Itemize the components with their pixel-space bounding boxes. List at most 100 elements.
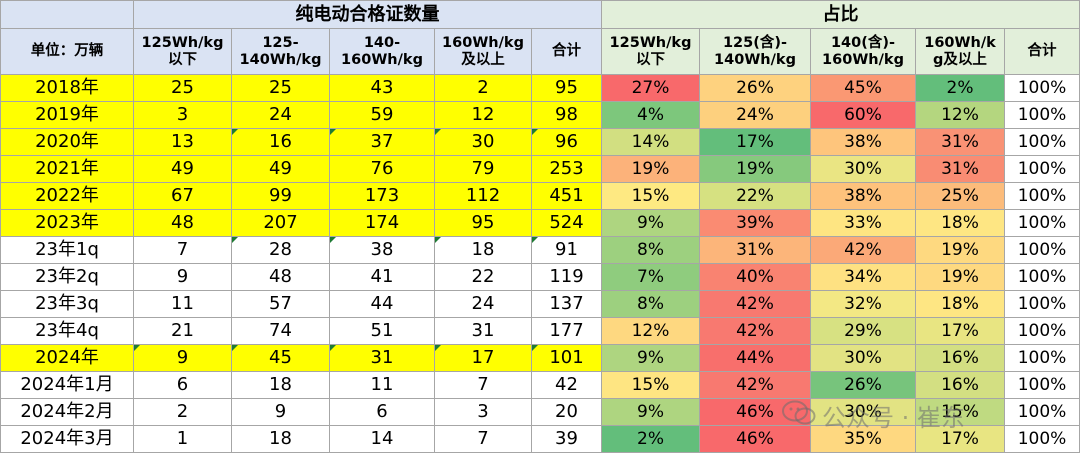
share-total-cell: 100%	[1004, 155, 1080, 183]
count-cell: 41	[329, 263, 435, 291]
share-cell: 12%	[601, 317, 700, 345]
row-label: 2020年	[0, 128, 134, 156]
count-cell: 59	[329, 101, 435, 129]
share-cell: 31%	[699, 236, 811, 264]
share-cell: 8%	[601, 236, 700, 264]
share-cell: 39%	[699, 209, 811, 237]
count-cell: 9	[133, 344, 232, 372]
count-cell: 12	[434, 101, 532, 129]
share-total-cell: 100%	[1004, 263, 1080, 291]
count-cell: 20	[531, 398, 602, 426]
table-row: 2019年 3 24 59 12 98 4% 24% 60% 12% 100%	[0, 101, 1080, 129]
table-row: 2020年 13 16 37 30 96 14% 17% 38% 31% 100%	[0, 128, 1080, 156]
count-cell: 6	[133, 371, 232, 399]
table-row: 2024年2月 2 9 6 3 20 9% 46% 30% 15% 100%	[0, 398, 1080, 426]
count-col-header: 140- 160Wh/kg	[329, 28, 435, 75]
share-cell: 27%	[601, 74, 700, 102]
count-cell: 1	[133, 425, 232, 453]
share-cell: 26%	[810, 371, 916, 399]
count-cell: 99	[231, 182, 330, 210]
row-label: 2024年3月	[0, 425, 134, 453]
count-col-header: 125Wh/kg 以下	[133, 28, 232, 75]
share-total-cell: 100%	[1004, 425, 1080, 453]
share-cell: 30%	[810, 155, 916, 183]
count-cell: 9	[231, 398, 330, 426]
table-row: 2021年 49 49 76 79 253 19% 19% 30% 31% 100%	[0, 155, 1080, 183]
share-cell: 19%	[601, 155, 700, 183]
count-cell: 3	[434, 398, 532, 426]
share-cell: 19%	[699, 155, 811, 183]
count-cell: 44	[329, 290, 435, 318]
count-cell: 18	[231, 371, 330, 399]
count-cell: 524	[531, 209, 602, 237]
share-cell: 2%	[601, 425, 700, 453]
share-cell: 31%	[915, 155, 1005, 183]
count-cell: 57	[231, 290, 330, 318]
share-cell: 9%	[601, 344, 700, 372]
share-cell: 8%	[601, 290, 700, 318]
count-cell: 14	[329, 425, 435, 453]
share-cell: 16%	[915, 371, 1005, 399]
header-row-1: 纯电动合格证数量 占比	[0, 0, 1080, 29]
share-cell: 18%	[915, 209, 1005, 237]
share-col-header: 125(含)- 140Wh/kg	[699, 28, 811, 75]
share-cell: 25%	[915, 182, 1005, 210]
count-cell: 49	[231, 155, 330, 183]
count-cell: 11	[133, 290, 232, 318]
count-cell: 7	[133, 236, 232, 264]
share-total-cell: 100%	[1004, 101, 1080, 129]
share-cell: 15%	[915, 398, 1005, 426]
table-row: 23年3q 11 57 44 24 137 8% 42% 32% 18% 100%	[0, 290, 1080, 318]
share-cell: 30%	[810, 344, 916, 372]
count-col-header: 160Wh/kg 及以上	[434, 28, 532, 75]
count-cell: 37	[329, 128, 435, 156]
share-total-cell: 100%	[1004, 317, 1080, 345]
count-cell: 42	[531, 371, 602, 399]
group-header-share: 占比	[601, 0, 1080, 29]
header-row-2: 单位：万辆 125Wh/kg 以下 125- 140Wh/kg 140- 160Wh/kg…	[0, 28, 1080, 75]
share-total-cell: 100%	[1004, 290, 1080, 318]
count-cell: 177	[531, 317, 602, 345]
count-col-header: 125- 140Wh/kg	[231, 28, 330, 75]
count-cell: 174	[329, 209, 435, 237]
share-cell: 9%	[601, 398, 700, 426]
count-cell: 25	[231, 74, 330, 102]
share-cell: 17%	[699, 128, 811, 156]
share-cell: 17%	[915, 317, 1005, 345]
table-row: 23年1q 7 28 38 18 91 8% 31% 42% 19% 100%	[0, 236, 1080, 264]
count-cell: 9	[133, 263, 232, 291]
share-total-cell: 100%	[1004, 371, 1080, 399]
count-cell: 38	[329, 236, 435, 264]
share-cell: 15%	[601, 182, 700, 210]
count-cell: 95	[531, 74, 602, 102]
share-cell: 26%	[699, 74, 811, 102]
count-cell: 48	[133, 209, 232, 237]
count-col-header: 合计	[531, 28, 602, 75]
count-cell: 98	[531, 101, 602, 129]
count-cell: 137	[531, 290, 602, 318]
count-cell: 6	[329, 398, 435, 426]
share-cell: 16%	[915, 344, 1005, 372]
table-row: 2024年3月 1 18 14 7 39 2% 46% 35% 17% 100%	[0, 425, 1080, 453]
share-cell: 38%	[810, 182, 916, 210]
row-label: 2022年	[0, 182, 134, 210]
count-cell: 49	[133, 155, 232, 183]
count-cell: 101	[531, 344, 602, 372]
row-label: 2024年	[0, 344, 134, 372]
table-row: 2018年 25 25 43 2 95 27% 26% 45% 2% 100%	[0, 74, 1080, 102]
row-label: 2024年1月	[0, 371, 134, 399]
share-cell: 40%	[699, 263, 811, 291]
count-cell: 17	[434, 344, 532, 372]
count-cell: 95	[434, 209, 532, 237]
share-cell: 9%	[601, 209, 700, 237]
share-cell: 44%	[699, 344, 811, 372]
share-cell: 19%	[915, 236, 1005, 264]
row-label: 23年2q	[0, 263, 134, 291]
row-label: 2023年	[0, 209, 134, 237]
share-col-header: 125Wh/kg 以下	[601, 28, 700, 75]
table-row: 2023年 48 207 174 95 524 9% 39% 33% 18% 100%	[0, 209, 1080, 237]
share-total-cell: 100%	[1004, 398, 1080, 426]
count-cell: 43	[329, 74, 435, 102]
share-cell: 17%	[915, 425, 1005, 453]
